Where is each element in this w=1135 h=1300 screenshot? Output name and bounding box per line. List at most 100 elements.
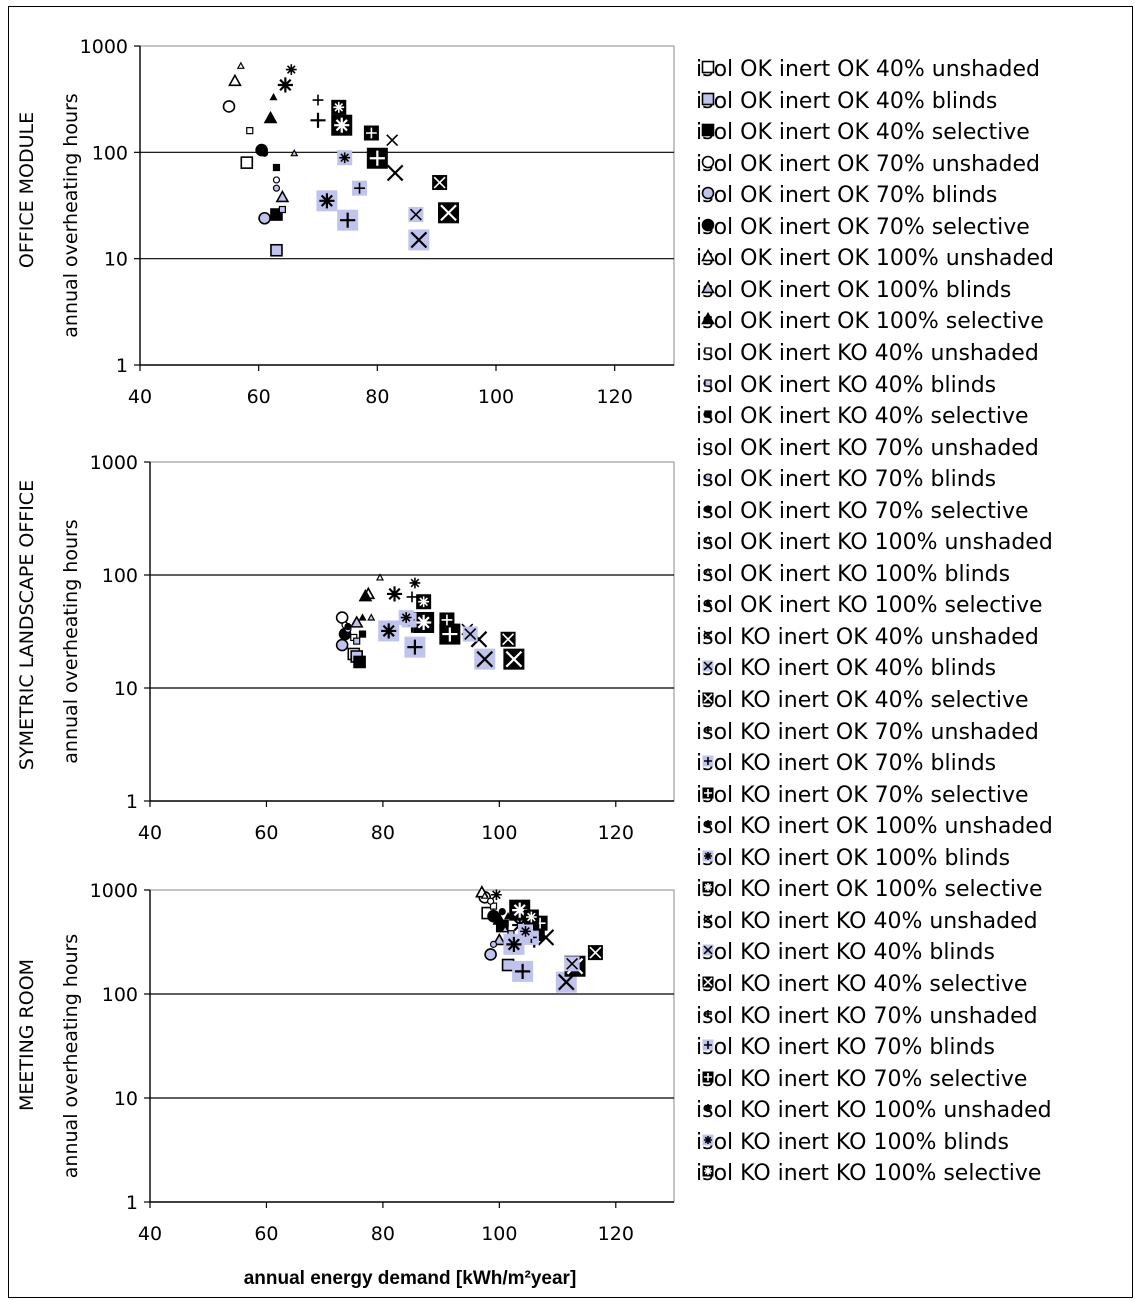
legend-item: isol OK inert KO 70% selective	[695, 496, 1029, 527]
data-point	[335, 611, 349, 624]
legend-label: isol KO inert OK 100% blinds	[696, 845, 1011, 871]
data-point	[358, 588, 373, 602]
data-point	[503, 933, 525, 955]
x-tick-label: 120	[597, 386, 633, 408]
legend-label: isol OK inert OK 40% selective	[696, 120, 1030, 146]
data-point	[518, 923, 534, 939]
legend-item: isol OK inert KO 100% blinds	[695, 559, 1010, 590]
legend-label: isol KO inert OK 70% blinds	[696, 751, 997, 777]
legend-label: isol OK inert KO 40% selective	[696, 404, 1029, 430]
legend-item: isol OK inert KO 40% selective	[695, 401, 1029, 432]
legend-label: isol KO inert KO 70% selective	[696, 1066, 1028, 1092]
legend-marker	[704, 820, 712, 829]
y-axis-label: annual overheating hours	[60, 519, 82, 763]
x-tick-label: 60	[247, 386, 271, 408]
legend-item: isol OK inert KO 100% selective	[695, 590, 1043, 621]
data-point	[246, 127, 254, 135]
data-point	[375, 573, 384, 581]
data-point	[432, 175, 448, 191]
data-point	[492, 932, 507, 946]
chart-panel: 1 10 100 1000 40 60 80 100 120 annual overheating…	[16, 452, 675, 844]
legend-item: isol KO inert OK 40% blinds	[695, 653, 996, 684]
legend-marker	[701, 186, 715, 200]
data-point	[406, 591, 418, 603]
legend-marker	[701, 123, 715, 137]
legend-label: isol KO inert KO 100% blinds	[696, 1129, 1009, 1155]
chart-panel: 1 10 100 1000 40 60 80 100 120 annual overheating…	[16, 880, 675, 1289]
legend-marker	[701, 60, 715, 74]
data-point	[474, 648, 496, 670]
legend-item: isol KO inert KO 100% unshaded	[695, 1095, 1052, 1126]
data-point	[416, 594, 432, 610]
legend-item: isol KO inert KO 100% blinds	[695, 1127, 1009, 1158]
legend-marker	[701, 92, 715, 105]
data-point	[413, 611, 435, 633]
data-point	[480, 891, 489, 899]
data-point	[439, 612, 455, 628]
legend-item: isol KO inert KO 40% blinds	[695, 937, 995, 968]
data-point	[269, 92, 278, 101]
legend-item: isol KO inert OK 40% unshaded	[695, 622, 1039, 653]
legend-marker	[701, 249, 715, 262]
chart-panel: 1 10 100 1000 40 60 80 100 120 annual overheating…	[16, 36, 675, 408]
legend-marker	[704, 505, 712, 513]
y-tick-label: 100	[102, 565, 138, 587]
data-point	[270, 243, 283, 257]
data-point	[367, 613, 376, 621]
legend-label: isol KO inert OK 70% unshaded	[696, 719, 1039, 745]
legend-marker	[704, 1009, 712, 1018]
data-point	[512, 960, 534, 982]
x-tick-label: 40	[128, 386, 152, 408]
y-tick-label: 1000	[80, 36, 128, 58]
data-point	[501, 924, 510, 933]
legend-item: isol OK inert OK 100% blinds	[695, 275, 1011, 306]
data-point	[500, 631, 516, 647]
data-point	[275, 189, 290, 203]
legend-item: isol OK inert OK 100% unshaded	[695, 243, 1054, 274]
y-tick-label: 10	[104, 249, 128, 271]
data-point	[331, 99, 347, 115]
data-point	[439, 623, 461, 645]
legend-marker	[702, 1134, 714, 1146]
legend-marker	[704, 1104, 712, 1113]
legend-marker	[702, 787, 714, 799]
data-point	[272, 163, 281, 172]
legend-label: isol OK inert KO 40% blinds	[696, 372, 997, 398]
legend-marker	[703, 536, 713, 544]
legend-item: isol OK inert KO 70% unshaded	[695, 433, 1039, 464]
legend-marker	[703, 599, 713, 607]
data-point	[222, 100, 236, 113]
legend-item: isol OK inert OK 40% selective	[695, 117, 1030, 148]
legend-marker	[702, 692, 714, 704]
x-tick-label: 40	[138, 1223, 162, 1245]
figure-frame	[8, 6, 1133, 1298]
legend-marker	[702, 1165, 714, 1177]
y-tick-label: 100	[92, 142, 128, 164]
data-point	[386, 586, 403, 602]
data-point	[278, 205, 286, 214]
data-point	[489, 940, 498, 948]
y-tick-label: 100	[102, 984, 138, 1006]
x-axis-label: annual energy demand [kWh/m²year]	[244, 1268, 577, 1289]
data-point	[484, 948, 497, 961]
legend-item: isol KO inert OK 100% unshaded	[695, 811, 1053, 842]
x-tick-label: 80	[371, 822, 395, 844]
legend-item: isol KO inert KO 70% unshaded	[695, 1001, 1038, 1032]
x-tick-label: 120	[598, 822, 634, 844]
data-point	[316, 190, 338, 212]
y-tick-label: 10	[114, 1088, 138, 1110]
data-point	[409, 577, 421, 589]
x-tick-label: 100	[481, 1223, 517, 1245]
legend-item: isol KO inert OK 100% selective	[695, 874, 1043, 905]
data-point	[408, 207, 424, 223]
legend-marker	[704, 347, 712, 355]
data-point	[270, 208, 283, 221]
legend-item: isol KO inert KO 40% selective	[695, 969, 1027, 1000]
data-point	[386, 134, 399, 147]
legend-label: isol KO inert KO 70% blinds	[696, 1035, 995, 1061]
legend-item: isol KO inert KO 40% unshaded	[695, 906, 1038, 937]
data-point	[353, 637, 361, 645]
legend-label: isol KO inert OK 40% blinds	[696, 656, 997, 682]
legend-label: isol OK inert OK 40% unshaded	[696, 57, 1040, 82]
